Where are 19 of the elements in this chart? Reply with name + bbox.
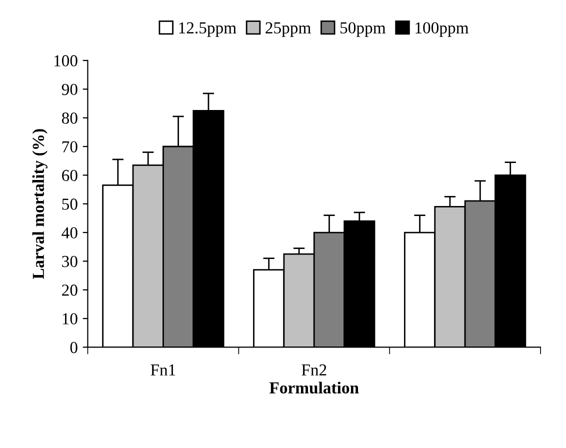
legend-label: 25ppm (266, 22, 311, 37)
y-tick-label: 80 (62, 112, 78, 124)
legend-label: 12.5ppm (179, 22, 236, 37)
x-tick-label: Fn2 (302, 364, 326, 376)
y-tick-label: 30 (62, 256, 78, 268)
y-tick-label: 100 (54, 55, 78, 66)
y-tick-label: 60 (62, 170, 78, 182)
y-axis-title: Larval mortality (%) (32, 129, 48, 279)
legend-label: 50ppm (340, 22, 386, 37)
y-tick-label: 40 (62, 227, 78, 238)
y-tick-label: 20 (62, 284, 78, 296)
x-axis-title: Formulation (270, 382, 359, 394)
y-tick-label: 10 (62, 313, 78, 324)
y-tick-label: 90 (62, 84, 78, 96)
y-tick-label: 70 (62, 141, 78, 152)
y-tick-label: 50 (62, 198, 78, 210)
y-tick-label: 0 (70, 342, 78, 354)
legend-label: 100ppm (416, 22, 469, 37)
x-tick-label: Fn1 (150, 364, 176, 376)
